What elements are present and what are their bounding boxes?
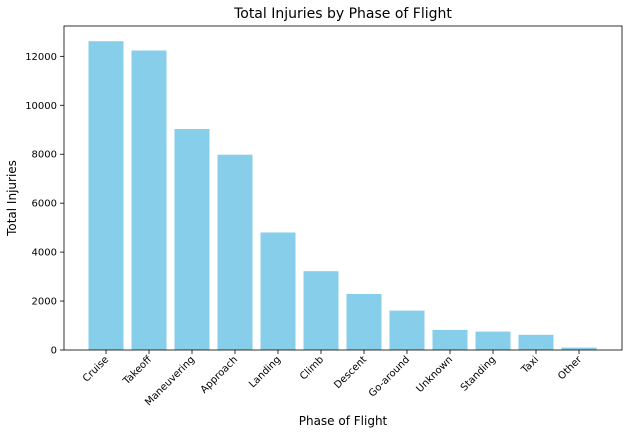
y-tick-label: 6000	[32, 199, 57, 210]
x-tick-label: Climb	[298, 354, 326, 382]
bar-takeoff	[131, 50, 167, 350]
y-tick-label: 2000	[32, 297, 57, 308]
bar-approach	[217, 154, 253, 350]
bar-landing	[260, 232, 296, 350]
y-tick-label: 8000	[32, 150, 57, 161]
plot-area: 0 2000 4000 6000 8000 10000 12000 Cruise Takeoff…	[25, 25, 623, 408]
x-tick-label: Approach	[199, 354, 240, 395]
y-axis-label: Total Injuries	[5, 160, 19, 237]
bar-descent	[346, 294, 382, 350]
x-tick-label: Standing	[459, 354, 498, 393]
bar-go-around	[389, 310, 425, 350]
bar-cruise	[88, 41, 124, 350]
y-tick-label: 10000	[25, 101, 57, 112]
x-tick-label: Descent	[332, 354, 369, 391]
x-axis-label: Phase of Flight	[299, 414, 388, 428]
bar-standing	[475, 331, 511, 350]
x-tick-label: Cruise	[81, 354, 111, 384]
x-tick-label: Other	[556, 354, 584, 382]
axes-frame	[63, 25, 623, 351]
bar-other	[561, 347, 597, 350]
x-tick-label: Takeoff	[121, 354, 155, 388]
bar-maneuvering	[174, 129, 210, 350]
x-tick-label: Unknown	[415, 354, 456, 395]
x-tick-label: Taxi	[519, 354, 541, 376]
y-tick-label: 4000	[32, 248, 57, 259]
x-tick-label: Landing	[247, 354, 283, 390]
bar-climb	[303, 271, 339, 350]
bar-taxi	[518, 334, 554, 350]
y-tick-label: 0	[51, 346, 57, 357]
chart-title: Total Injuries by Phase of Flight	[233, 6, 452, 22]
y-tick-label: 12000	[25, 52, 57, 63]
bar-unknown	[432, 329, 468, 350]
x-tick-label: Go-around	[367, 354, 412, 399]
